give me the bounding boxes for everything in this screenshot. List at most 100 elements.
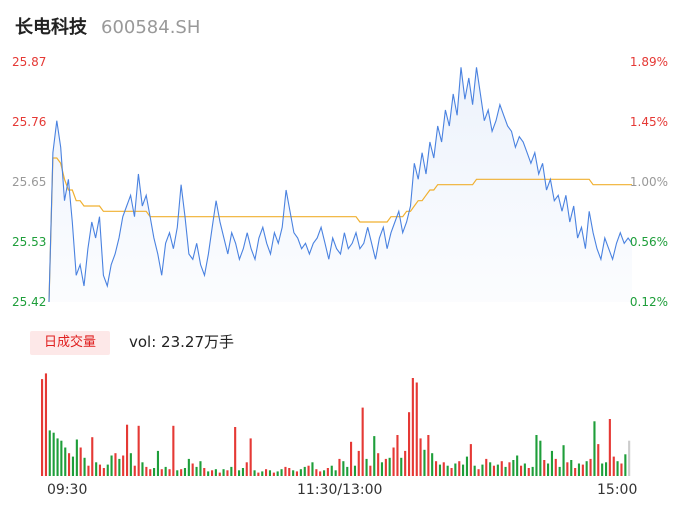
volume-bar <box>357 450 360 476</box>
volume-bar <box>481 464 484 476</box>
price-area-fill <box>49 67 632 302</box>
volume-bar <box>218 472 221 476</box>
volume-bar <box>122 455 125 476</box>
volume-bar <box>446 465 449 476</box>
volume-bar <box>330 465 333 476</box>
volume-bar <box>176 470 179 476</box>
volume-bar <box>566 462 569 476</box>
time-tick-label: 11:30/13:00 <box>297 482 383 498</box>
volume-bar <box>520 465 523 476</box>
time-tick-label: 09:30 <box>47 482 88 498</box>
volume-bar <box>462 464 465 476</box>
volume-bar <box>87 465 90 476</box>
volume-bar <box>361 407 364 476</box>
volume-bar <box>91 437 94 476</box>
price-tick-label: 25.42 <box>12 295 47 309</box>
volume-bar <box>172 425 175 476</box>
volume-bar <box>276 471 279 476</box>
volume-bar <box>350 441 353 476</box>
volume-bar <box>222 469 225 476</box>
volume-bar <box>365 458 368 476</box>
volume-bar <box>581 464 584 476</box>
volume-bar <box>543 460 546 476</box>
volume-bar <box>527 468 530 476</box>
volume-bar <box>404 450 407 476</box>
volume-bar <box>156 450 160 476</box>
volume-bar <box>489 462 492 476</box>
volume-bar <box>214 469 217 476</box>
volume-bar <box>469 444 472 476</box>
volume-bar <box>353 465 357 476</box>
volume-bar <box>75 439 78 476</box>
volume-bar <box>288 468 291 476</box>
volume-bar <box>315 469 318 476</box>
volume-bar <box>118 458 121 476</box>
volume-bar <box>346 466 349 476</box>
volume-bar <box>396 435 399 476</box>
volume-bar <box>60 440 63 476</box>
volume-bar <box>195 466 198 476</box>
price-tick-label: 25.87 <box>12 55 47 69</box>
volume-bar <box>268 470 272 476</box>
volume-bar <box>145 466 148 476</box>
volume-bar <box>601 463 604 476</box>
volume-bar <box>508 462 511 476</box>
volume-bar <box>512 460 515 476</box>
volume-bar <box>500 461 503 476</box>
volume-bar <box>95 462 98 476</box>
volume-bar <box>492 465 496 476</box>
volume-bar <box>311 462 314 476</box>
volume-bar <box>303 466 306 476</box>
volume-bar <box>323 470 326 476</box>
volume-bar <box>245 462 248 476</box>
volume-bar <box>64 447 67 476</box>
price-tick-label: 25.76 <box>12 115 47 129</box>
volume-bar <box>612 456 615 476</box>
volume-tab[interactable]: 日成交量 <box>30 331 110 355</box>
price-tick-label: 25.53 <box>12 235 47 249</box>
volume-bar <box>477 469 480 476</box>
volume-bar <box>241 468 245 476</box>
volume-bar <box>485 458 488 476</box>
volume-bar <box>52 432 55 476</box>
volume-bar <box>380 462 384 476</box>
volume-bar <box>272 472 275 476</box>
volume-bar <box>411 378 414 476</box>
volume-bar <box>207 471 210 476</box>
volume-bar <box>593 421 596 476</box>
volume-bar <box>71 456 75 476</box>
stock-name: 长电科技 <box>15 17 87 38</box>
volume-bar <box>183 468 187 476</box>
volume-bar <box>180 469 183 476</box>
volume-bar <box>48 430 51 476</box>
volume-bar <box>597 444 600 476</box>
volume-bar <box>98 464 102 476</box>
volume-bar <box>211 470 214 476</box>
volume-bar <box>388 457 391 476</box>
volume-bar <box>68 453 71 476</box>
volume-bar <box>589 458 592 476</box>
volume-bar <box>284 466 287 476</box>
volume-bar <box>79 447 82 476</box>
volume-bar <box>226 470 229 476</box>
volume-bar <box>539 440 542 476</box>
stock-code: 600584.SH <box>101 17 201 38</box>
volume-bars <box>41 373 631 476</box>
volume-bar <box>83 457 86 476</box>
volume-bar <box>450 468 453 476</box>
volume-bar <box>377 453 380 476</box>
volume-bar <box>265 469 268 476</box>
volume-bar <box>616 461 619 476</box>
volume-bar <box>234 427 237 476</box>
volume-bar <box>562 445 565 476</box>
pct-tick-label: 1.45% <box>629 115 668 129</box>
volume-bar <box>605 462 608 476</box>
volume-bar <box>620 463 623 476</box>
volume-bar <box>230 466 233 476</box>
volume-bar <box>338 458 341 476</box>
volume-bar <box>164 466 167 476</box>
volume-bar <box>295 471 299 476</box>
volume-bar <box>160 469 163 476</box>
volume-bar <box>299 469 302 476</box>
